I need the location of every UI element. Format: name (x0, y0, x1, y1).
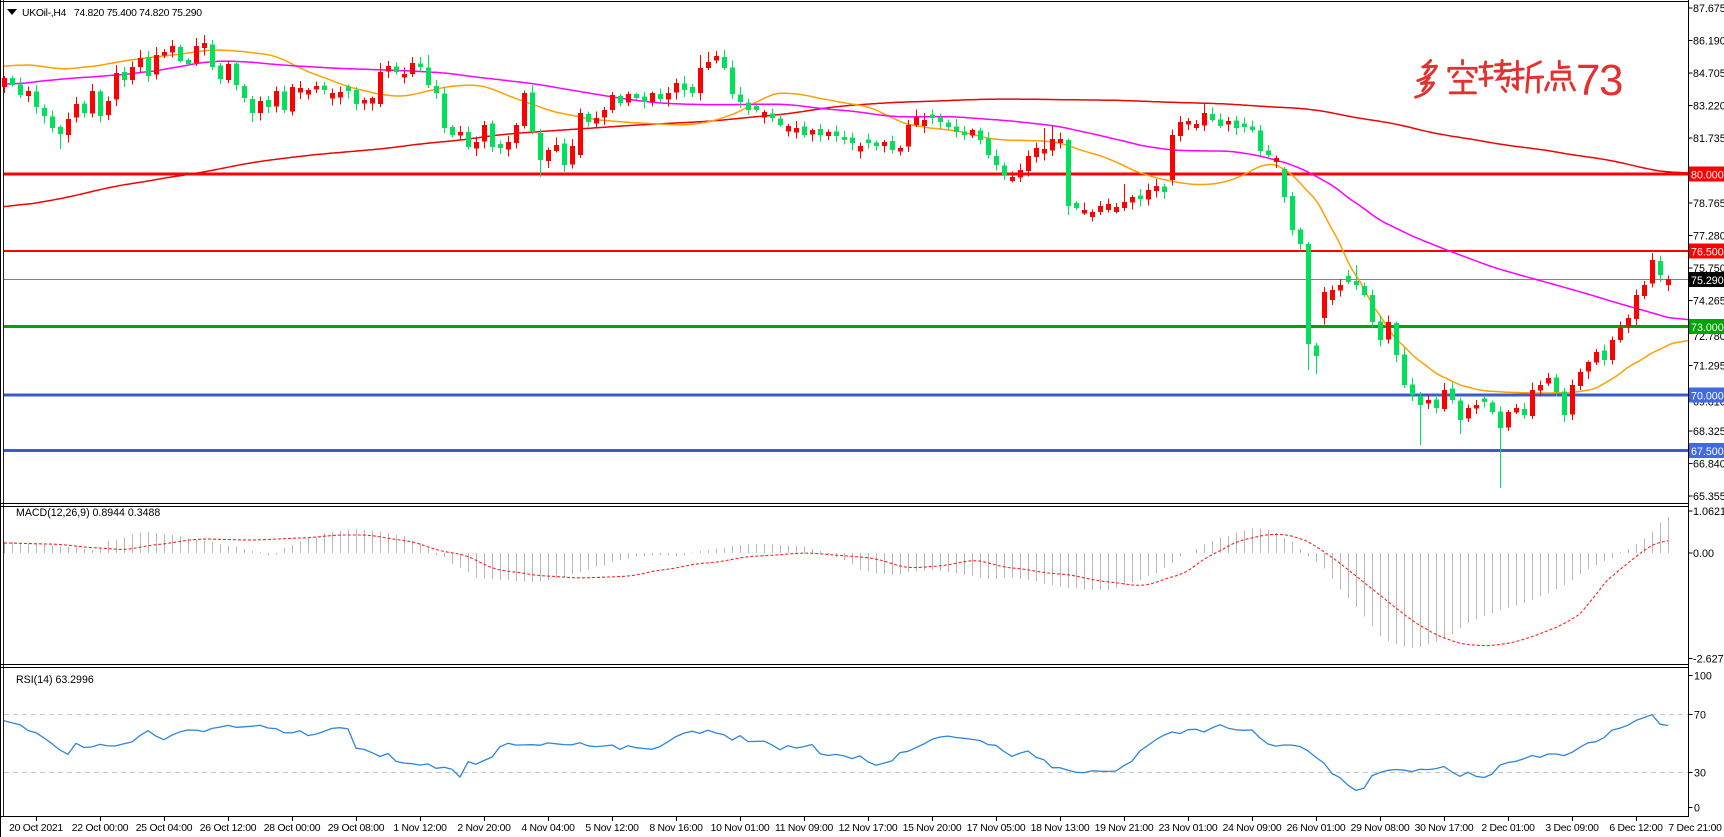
svg-text:22 Oct 00:00: 22 Oct 00:00 (72, 823, 129, 834)
svg-text:81.735: 81.735 (1693, 133, 1724, 145)
svg-text:70: 70 (1694, 710, 1706, 722)
svg-text:25 Oct 04:00: 25 Oct 04:00 (136, 823, 193, 834)
svg-text:83.220: 83.220 (1693, 101, 1724, 113)
svg-text:-2.6276: -2.6276 (1693, 654, 1724, 666)
svg-text:19 Nov 21:00: 19 Nov 21:00 (1095, 823, 1154, 834)
svg-text:73: 73 (1576, 56, 1622, 105)
svg-text:80.000: 80.000 (1691, 170, 1724, 182)
svg-text:2 Dec 01:00: 2 Dec 01:00 (1481, 823, 1535, 834)
svg-text:29 Nov 08:00: 29 Nov 08:00 (1351, 823, 1410, 834)
svg-text:70.000: 70.000 (1691, 391, 1724, 403)
svg-text:28 Oct 00:00: 28 Oct 00:00 (264, 823, 321, 834)
svg-text:67.500: 67.500 (1691, 446, 1724, 458)
svg-text:12 Nov 17:00: 12 Nov 17:00 (839, 823, 898, 834)
svg-text:8 Nov 16:00: 8 Nov 16:00 (649, 823, 703, 834)
svg-text:74.265: 74.265 (1693, 296, 1724, 308)
svg-text:84.705: 84.705 (1693, 68, 1724, 80)
svg-text:75.290: 75.290 (1691, 275, 1724, 287)
svg-text:4 Nov 04:00: 4 Nov 04:00 (521, 823, 575, 834)
svg-text:MACD(12,26,9) 0.8944 0.3488: MACD(12,26,9) 0.8944 0.3488 (16, 507, 160, 519)
svg-text:86.190: 86.190 (1693, 36, 1724, 48)
svg-text:6 Dec 12:00: 6 Dec 12:00 (1609, 823, 1663, 834)
svg-text:5 Nov 12:00: 5 Nov 12:00 (585, 823, 639, 834)
svg-text:77.280: 77.280 (1693, 231, 1724, 243)
svg-text:15 Nov 20:00: 15 Nov 20:00 (903, 823, 962, 834)
svg-text:73.000: 73.000 (1691, 322, 1724, 334)
svg-text:65.355: 65.355 (1693, 491, 1724, 503)
svg-text:0: 0 (1694, 803, 1700, 815)
svg-text:87.675: 87.675 (1693, 3, 1724, 15)
svg-text:66.840: 66.840 (1693, 458, 1724, 470)
svg-text:30 Nov 17:00: 30 Nov 17:00 (1415, 823, 1474, 834)
svg-text:20 Oct 2021: 20 Oct 2021 (9, 823, 63, 834)
svg-text:30: 30 (1694, 768, 1706, 780)
svg-text:17 Nov 05:00: 17 Nov 05:00 (967, 823, 1026, 834)
svg-text:2 Nov 20:00: 2 Nov 20:00 (457, 823, 511, 834)
svg-text:0.00: 0.00 (1693, 548, 1714, 560)
svg-text:72.780: 72.780 (1693, 331, 1724, 343)
svg-text:26 Oct 12:00: 26 Oct 12:00 (200, 823, 257, 834)
svg-text:24 Nov 09:00: 24 Nov 09:00 (1223, 823, 1282, 834)
svg-text:74.820 75.400 74.820 75.290: 74.820 75.400 74.820 75.290 (74, 8, 202, 19)
svg-text:76.500: 76.500 (1691, 247, 1724, 259)
svg-text:26 Nov 01:00: 26 Nov 01:00 (1287, 823, 1346, 834)
svg-text:18 Nov 13:00: 18 Nov 13:00 (1031, 823, 1090, 834)
svg-text:71.295: 71.295 (1693, 361, 1724, 373)
svg-text:RSI(14) 63.2996: RSI(14) 63.2996 (16, 674, 94, 686)
svg-text:11 Nov 09:00: 11 Nov 09:00 (775, 823, 834, 834)
svg-text:7 Dec 21:00: 7 Dec 21:00 (1668, 823, 1722, 834)
svg-text:3 Dec 09:00: 3 Dec 09:00 (1545, 823, 1599, 834)
svg-text:1 Nov 12:00: 1 Nov 12:00 (393, 823, 447, 834)
svg-text:100: 100 (1694, 671, 1712, 683)
svg-text:68.325: 68.325 (1693, 426, 1724, 438)
svg-text:UKOil-,H4: UKOil-,H4 (22, 8, 67, 19)
svg-text:10 Nov 01:00: 10 Nov 01:00 (711, 823, 770, 834)
svg-text:29 Oct 08:00: 29 Oct 08:00 (328, 823, 385, 834)
svg-text:1.0621: 1.0621 (1693, 506, 1724, 518)
svg-text:23 Nov 01:00: 23 Nov 01:00 (1159, 823, 1218, 834)
svg-text:78.765: 78.765 (1693, 198, 1724, 210)
